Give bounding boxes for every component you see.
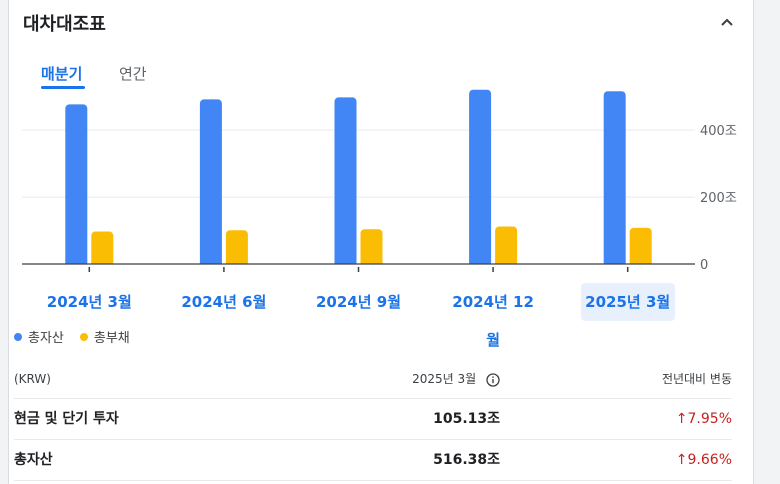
y-tick-label: 0: [700, 258, 708, 273]
tab-quarterly[interactable]: 매분기: [41, 65, 83, 83]
unit-label: (KRW): [14, 372, 51, 386]
row-change: ↑9.66%: [675, 452, 732, 468]
bar-total-liabilities: [91, 231, 114, 264]
legend-item-total-assets: 총자산: [14, 327, 64, 346]
bar-base: [65, 260, 88, 264]
chevron-up-icon[interactable]: [717, 12, 737, 32]
bar-base: [469, 260, 492, 264]
legend-swatch: [79, 332, 88, 341]
bar-base: [334, 260, 357, 264]
card-title: 대차대조표: [23, 14, 106, 35]
bar-total-assets: [334, 97, 357, 264]
x-tick-label[interactable]: 2024년 6월: [181, 293, 267, 311]
arrow-up-icon: ↑: [675, 452, 688, 468]
bar-total-assets: [199, 99, 222, 265]
table-row: 현금 및 단기 투자 105.13조 ↑7.95%: [14, 399, 732, 440]
bar-total-assets: [65, 104, 88, 265]
chart-legend: 총자산 총부채: [14, 327, 130, 346]
period-header: 2025년 3월: [412, 360, 500, 398]
bar-base: [603, 260, 626, 264]
tab-annual[interactable]: 연간: [119, 65, 147, 83]
table-header-row: (KRW) 2025년 3월 전년대비 변동: [14, 360, 732, 399]
bar-base: [91, 260, 114, 264]
bar-total-liabilities: [360, 229, 383, 264]
balance-table: (KRW) 2025년 3월 전년대비 변동 현금 및 단기 투자 105.13…: [14, 360, 732, 481]
arrow-up-icon: ↑: [675, 411, 688, 427]
bar-base: [495, 260, 518, 264]
period-label: 2025년 3월: [412, 372, 477, 386]
x-tick-label[interactable]: 2025년 3월: [580, 283, 675, 321]
x-tick-label[interactable]: 2024년 12월: [452, 293, 534, 349]
x-tick-label[interactable]: 2024년 3월: [46, 293, 132, 311]
bar-base: [225, 260, 248, 264]
bar-total-liabilities: [629, 227, 652, 264]
row-name: 총자산: [14, 452, 53, 468]
table-row: 총자산 516.38조 ↑9.66%: [14, 440, 732, 481]
y-tick-label: 200조: [700, 191, 737, 206]
legend-item-total-liabilities: 총부채: [79, 327, 130, 346]
active-tab-indicator: [41, 86, 85, 89]
row-value: 516.38조: [433, 452, 500, 468]
bar-base: [360, 260, 383, 264]
info-icon[interactable]: [486, 372, 500, 387]
y-tick-label: 400조: [700, 124, 737, 139]
bar-base: [629, 260, 652, 264]
bar-total-assets: [469, 89, 492, 265]
bar-base: [199, 260, 222, 264]
legend-label: 총부채: [93, 331, 130, 346]
row-change: ↑7.95%: [675, 411, 732, 427]
bar-total-assets: [603, 91, 626, 264]
legend-label: 총자산: [28, 331, 64, 346]
change-header: 전년대비 변동: [661, 372, 732, 386]
bar-total-liabilities: [495, 226, 518, 264]
row-value: 105.13조: [433, 411, 500, 427]
legend-swatch: [14, 332, 22, 341]
bar-total-liabilities: [225, 230, 248, 264]
row-name: 현금 및 단기 투자: [14, 411, 119, 427]
x-tick-label[interactable]: 2024년 9월: [315, 293, 401, 311]
